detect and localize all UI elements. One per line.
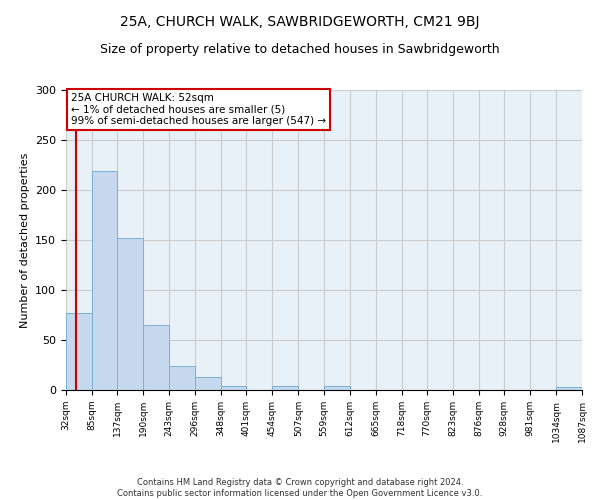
Bar — [143, 325, 169, 390]
Bar — [272, 386, 298, 390]
Y-axis label: Number of detached properties: Number of detached properties — [20, 152, 29, 328]
Text: Size of property relative to detached houses in Sawbridgeworth: Size of property relative to detached ho… — [100, 42, 500, 56]
Bar — [92, 171, 118, 390]
Text: 25A, CHURCH WALK, SAWBRIDGEWORTH, CM21 9BJ: 25A, CHURCH WALK, SAWBRIDGEWORTH, CM21 9… — [120, 15, 480, 29]
Bar — [221, 386, 247, 390]
Bar — [324, 386, 350, 390]
Text: Contains HM Land Registry data © Crown copyright and database right 2024.
Contai: Contains HM Land Registry data © Crown c… — [118, 478, 482, 498]
Bar — [169, 366, 195, 390]
Bar — [118, 238, 143, 390]
Bar — [66, 313, 92, 390]
Bar — [556, 387, 582, 390]
Bar — [195, 377, 221, 390]
Text: 25A CHURCH WALK: 52sqm
← 1% of detached houses are smaller (5)
99% of semi-detac: 25A CHURCH WALK: 52sqm ← 1% of detached … — [71, 93, 326, 126]
